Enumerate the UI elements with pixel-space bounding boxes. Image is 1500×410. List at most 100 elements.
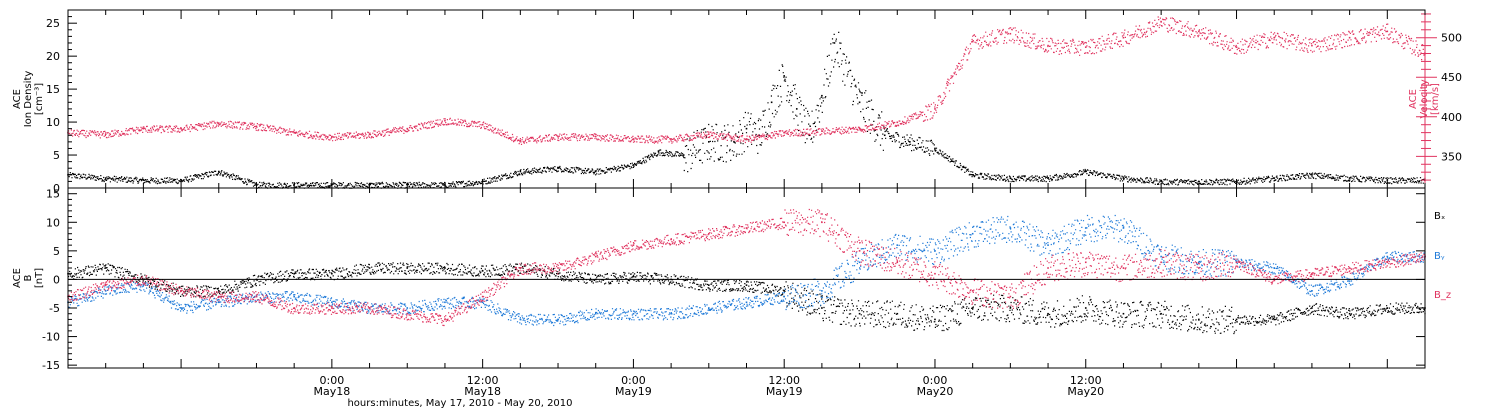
velocity-series-point (180, 127, 182, 130)
velocity-series-point (971, 40, 974, 43)
x-tick-time: 0:00 (923, 374, 948, 387)
b-axis-label-line: [nT] (34, 268, 45, 288)
x-tick-time: 0:00 (621, 374, 646, 387)
density-axis-label-line: Ion Density (23, 71, 34, 128)
velocity-series-point (594, 135, 597, 138)
b-series-bz-point (971, 290, 974, 292)
velocity-tick-label: 400 (1441, 111, 1462, 124)
velocity-tick-label: 500 (1441, 32, 1462, 45)
b-series-bx-point (368, 267, 371, 269)
velocity-series-point (708, 133, 710, 136)
density-tick-label: 0 (53, 182, 60, 195)
b-series-bz-point (331, 307, 333, 309)
density-series-point (909, 141, 911, 143)
density-series-point (833, 42, 836, 44)
x-tick-date: May18 (313, 385, 350, 398)
b-series-bx-point (821, 307, 823, 309)
b-series-bz-point (1386, 261, 1389, 264)
b-series-bx-point (1160, 312, 1162, 315)
b-series-by-point (1009, 227, 1012, 229)
density-series-point (519, 170, 522, 173)
b-series-bx-point (331, 272, 333, 275)
velocity-series-point (104, 133, 107, 136)
density-series-point (858, 101, 861, 104)
b-series-bz-point (1160, 261, 1162, 264)
b-series-bz-trace (68, 208, 1426, 327)
velocity-series (67, 16, 1426, 146)
density-series-point (1160, 180, 1162, 183)
b-axis-label-line: B (23, 274, 34, 281)
velocity-series-point (519, 139, 522, 142)
b-series-by-point (1198, 261, 1200, 264)
b-series-bx-point (406, 267, 409, 269)
b-series-by-point (1047, 244, 1049, 246)
velocity-series-point (1348, 36, 1351, 39)
b-series-bx-point (1348, 312, 1351, 315)
velocity-series-point (1047, 44, 1049, 47)
b-series-bx-point (104, 267, 107, 269)
axes-layer (67, 9, 1437, 369)
density-series-point (795, 108, 798, 110)
b-series-by-point (481, 301, 484, 304)
legend-entry: Bᵧ (1434, 251, 1445, 262)
b-series-bx-point (934, 318, 936, 321)
density-series-point (657, 150, 660, 153)
b-series-by-point (858, 261, 861, 264)
x-axis-title: hours:minutes, May 17, 2010 - May 20, 20… (347, 398, 572, 409)
b-series-bx-point (1311, 307, 1313, 309)
b-series-bz-point (1311, 272, 1313, 275)
b-series-bz-point (481, 295, 484, 298)
velocity-series-point (1122, 36, 1125, 39)
density-series-point (682, 154, 685, 156)
velocity-tick-label: 450 (1441, 71, 1462, 84)
b-series-bz-point (708, 232, 710, 235)
density-tick-label: 5 (53, 149, 60, 162)
b-series-bz-point (1009, 295, 1012, 298)
b-series-by (67, 214, 1426, 327)
b-axis-label-line: ACE (12, 268, 23, 288)
b-series-by-point (708, 307, 710, 309)
b-series-bx-point (1009, 307, 1012, 309)
velocity-axis-label-line: [km/s] (1430, 83, 1441, 115)
velocity-series-point (368, 133, 371, 136)
b-series-bx-point (745, 284, 748, 286)
velocity-series-point (946, 84, 949, 86)
b-series-bx-point (783, 290, 785, 292)
b-series-bz-point (1235, 261, 1238, 264)
b-tick-label: -5 (49, 302, 60, 315)
bottom-panel-frame (67, 187, 1426, 369)
velocity-series-point (1386, 30, 1389, 33)
velocity-series-point (1009, 32, 1012, 35)
x-tick-date: May20 (917, 385, 954, 398)
density-series-point (934, 147, 936, 150)
density-series-point (770, 101, 773, 104)
density-series-point (733, 141, 735, 143)
b-series-by-point (821, 290, 823, 292)
top-panel-frame (67, 9, 1426, 189)
b-series-bz-point (632, 244, 635, 246)
density-series-point (883, 134, 886, 137)
b-series-by-point (783, 295, 785, 298)
velocity-series-point (557, 135, 559, 138)
density-series (67, 31, 1426, 189)
velocity-series-point (1198, 30, 1200, 33)
velocity-axis-label-line: ACE (1408, 89, 1419, 109)
velocity-series-point (1311, 44, 1313, 47)
velocity-series-point (858, 127, 861, 130)
legend-entry: B_z (1434, 290, 1451, 301)
density-series-point (745, 127, 748, 130)
velocity-series-point (670, 138, 672, 140)
velocity-series-point (632, 138, 635, 140)
b-tick-label: 10 (46, 216, 60, 229)
b-series-bz-point (1198, 267, 1200, 269)
b-series-by-point (745, 301, 748, 304)
velocity-series-point (444, 119, 446, 122)
b-series-by-point (1386, 255, 1389, 258)
b-series-by-point (632, 312, 635, 315)
text-layer: 0 5 10 15 20 25 350 400 450 500 -15 -10 -5 0 5 10 15 0:00… (12, 17, 1462, 398)
x-tick-time: 12:00 (467, 374, 499, 387)
b-series-bx-point (971, 307, 974, 309)
b-tick-label: 5 (53, 245, 60, 258)
density-series-point (1122, 177, 1125, 179)
